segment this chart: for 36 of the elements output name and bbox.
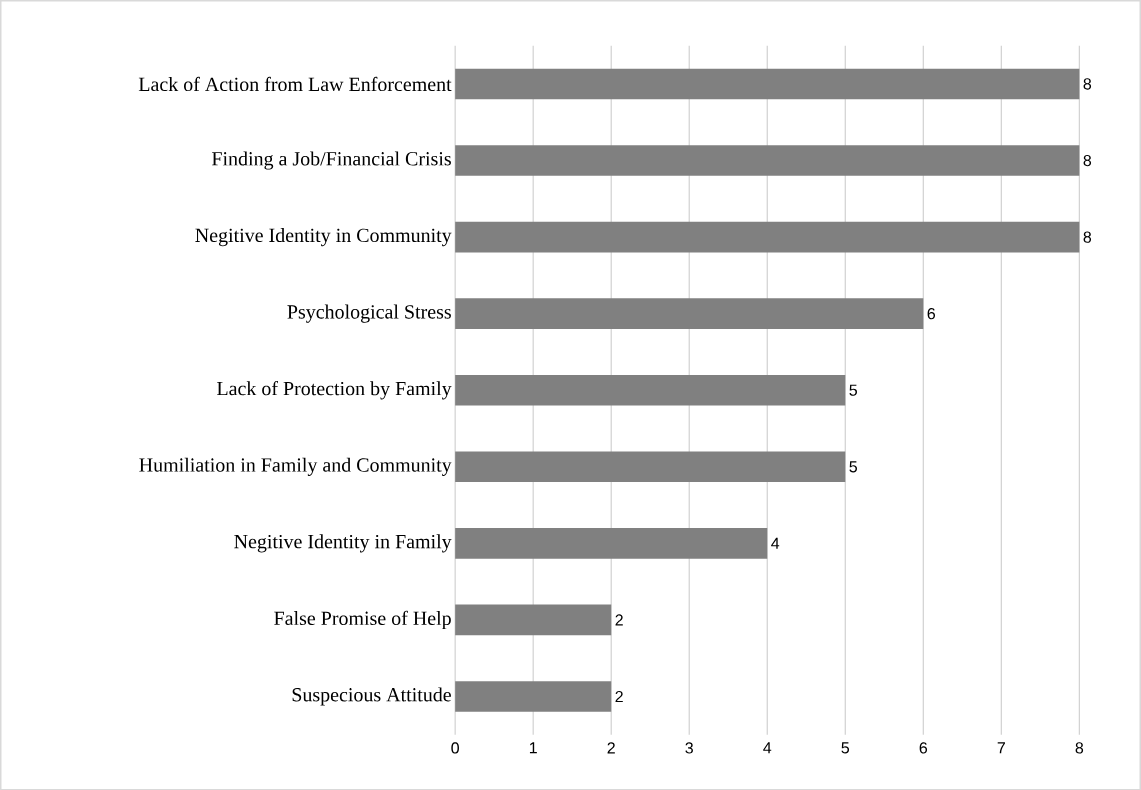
x-tick-label: 3 xyxy=(685,742,693,754)
y-tick-label: Lack of Protection by Family xyxy=(217,380,452,400)
data-label: 4 xyxy=(771,537,780,549)
bar xyxy=(455,374,846,406)
y-tick-label: Humiliation in Family and Community xyxy=(139,457,452,476)
y-tick-label: Finding a Job/Financial Crisis xyxy=(211,151,451,170)
y-tick-label: Lack of Action from Law Enforcement xyxy=(138,76,452,91)
bar xyxy=(455,221,1080,253)
data-label: 8 xyxy=(1083,231,1092,243)
bar xyxy=(455,680,612,712)
y-tick-label: Negitive Identity in Family xyxy=(234,534,452,553)
bar xyxy=(455,604,612,636)
data-label: 6 xyxy=(927,307,936,320)
data-label: 5 xyxy=(849,384,858,396)
x-tick-label: 7 xyxy=(997,742,1005,754)
bar xyxy=(455,68,1080,100)
x-tick-label: 4 xyxy=(763,742,772,754)
data-label: 2 xyxy=(615,690,623,702)
y-tick-label: Suspecious Attitude xyxy=(292,687,451,706)
x-tick-label: 1 xyxy=(529,742,537,754)
data-label: 8 xyxy=(1083,154,1092,166)
data-label: 8 xyxy=(1083,78,1092,90)
bar xyxy=(455,527,768,559)
y-tick-label: Psychological Stress xyxy=(287,304,451,323)
bar xyxy=(455,145,1080,176)
bar xyxy=(455,298,924,329)
x-tick-label: 0 xyxy=(451,742,459,754)
x-tick-label: 8 xyxy=(1075,742,1084,754)
y-tick-label: Negitive Identity in Community xyxy=(195,227,452,246)
bar xyxy=(455,451,846,482)
x-tick-label: 6 xyxy=(919,742,928,754)
x-tick-label: 2 xyxy=(607,742,615,754)
x-tick-label: 5 xyxy=(841,742,850,754)
data-label: 2 xyxy=(615,614,623,626)
data-label: 5 xyxy=(849,461,858,473)
y-tick-label: False Promise of Help xyxy=(274,610,451,629)
